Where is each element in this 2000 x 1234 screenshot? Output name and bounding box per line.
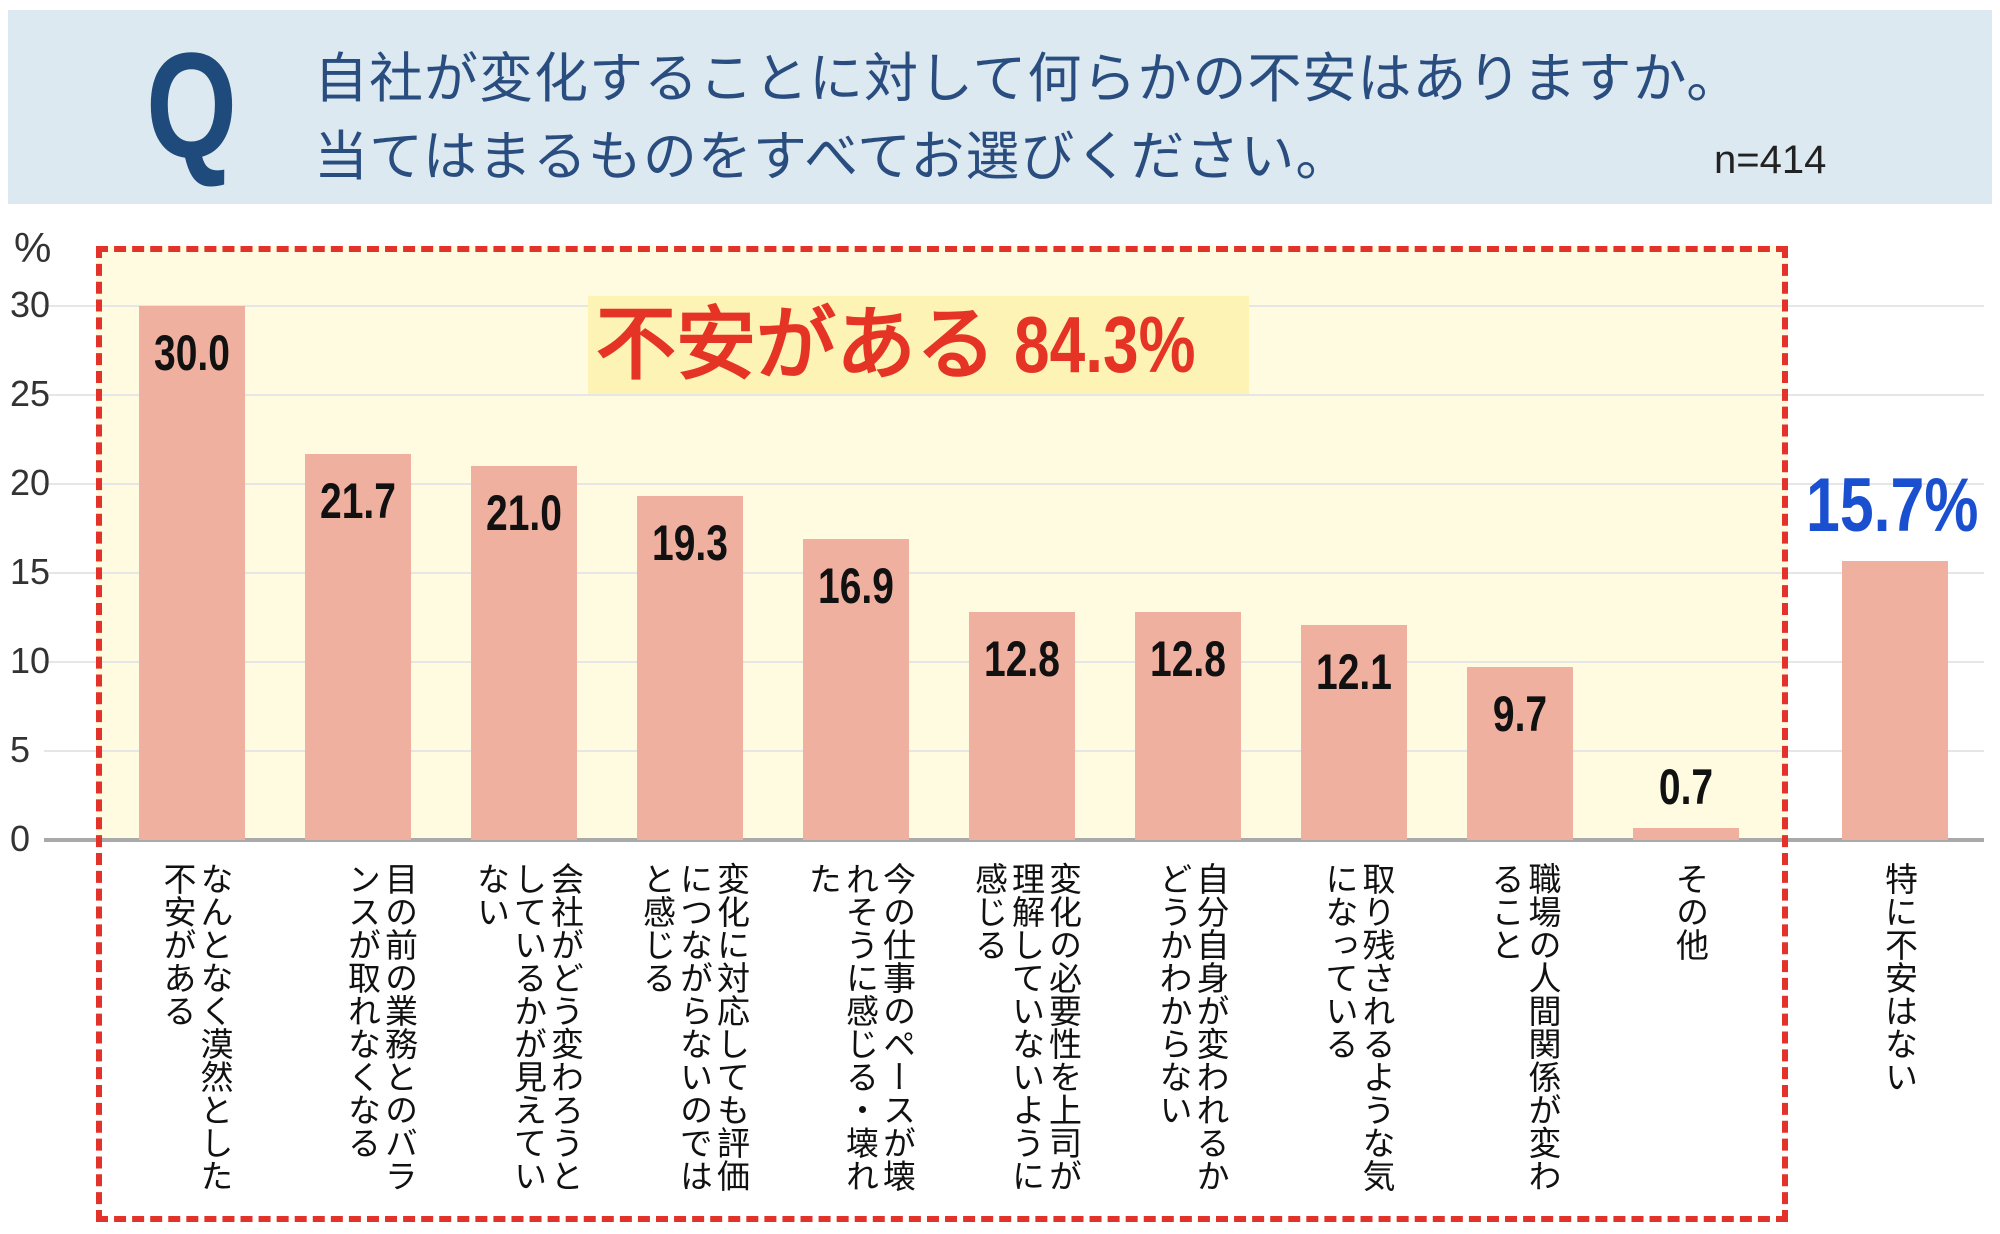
bar — [1467, 667, 1573, 840]
category-label: その他 — [1670, 862, 1710, 961]
category-label: 会社がどう変わろうとしているかが見えていない — [471, 862, 585, 1192]
y-tick-label: 25 — [10, 373, 51, 414]
bar — [803, 539, 909, 840]
anxious-callout: 不安がある 84.3% — [588, 296, 1249, 394]
category-label: 職場の人間関係が変わること — [1486, 862, 1562, 1192]
category-label: 特に不安はない — [1879, 862, 1919, 1093]
y-tick-label: 30 — [10, 284, 51, 325]
bar — [1842, 560, 1948, 840]
bar-value-label: 12.8 — [984, 631, 1060, 688]
bar-value-label: 30.0 — [154, 325, 230, 381]
bar-value-label: 0.7 — [1658, 758, 1714, 815]
bar — [1301, 624, 1407, 840]
gridline — [44, 572, 1984, 574]
bar — [1633, 827, 1739, 840]
question-line-1: 自社が変化することに対して何らかの不安はありますか。 — [314, 47, 1742, 110]
category-label: なんとなく漠然とした不安がある — [158, 862, 234, 1192]
bar-value-label: 19.3 — [652, 515, 728, 572]
y-tick-label: 0 — [10, 818, 31, 859]
x-axis-line — [44, 838, 1984, 842]
y-tick-label: 10 — [10, 640, 51, 681]
bar-value-label: 12.8 — [1150, 631, 1226, 688]
bar-value-label: 12.1 — [1316, 643, 1392, 700]
category-label: 取り残されるような気になっている — [1320, 862, 1396, 1192]
y-tick-label: 20 — [10, 462, 51, 503]
bar-value-label: 21.7 — [320, 472, 396, 529]
q-mark: Q — [146, 21, 238, 189]
gridline — [44, 394, 1984, 396]
bar-value-label: 21.0 — [486, 485, 562, 542]
bar — [1135, 612, 1241, 840]
sample-size: n=414 — [1714, 138, 1827, 182]
gridline — [44, 483, 1984, 485]
y-tick-label: 15 — [10, 551, 51, 592]
bar-value-label: 16.9 — [818, 558, 894, 615]
bar — [471, 466, 577, 840]
bar-value-label: 9.7 — [1492, 686, 1548, 743]
question-line-2: 当てはまるものをすべてお選びください。 — [314, 125, 1351, 188]
y-tick-label: 5 — [10, 729, 31, 770]
question-header: Q 自社が変化することに対して何らかの不安はありますか。 当てはまるものをすべて… — [8, 10, 1992, 204]
bar — [969, 612, 1075, 840]
category-label: 目の前の業務とのバランスが取れなくなる — [342, 862, 419, 1192]
bar — [305, 453, 411, 840]
question-text: 自社が変化することに対して何らかの不安はありますか。 当てはまるものをすべてお選… — [314, 40, 1741, 196]
bar — [139, 306, 245, 840]
anxious-group-dashed-box — [96, 246, 1788, 1222]
anxious-callout-label: 不安がある — [596, 298, 996, 391]
bar — [637, 496, 743, 840]
category-label: 自分自身が変われるかどうかわからない — [1154, 862, 1230, 1192]
category-label: 変化の必要性を上司が理解していないように感じる — [969, 862, 1083, 1192]
y-axis-unit: % — [14, 224, 52, 271]
anxious-callout-pct: 84.3% — [1014, 300, 1196, 389]
not-anxious-pct: 15.7% — [1806, 463, 1979, 548]
category-label: 変化に対応しても評価につながらないのではと感じる — [637, 862, 751, 1192]
category-label: 今の仕事のペースが壊れそうに感じる・壊れた — [803, 862, 917, 1192]
